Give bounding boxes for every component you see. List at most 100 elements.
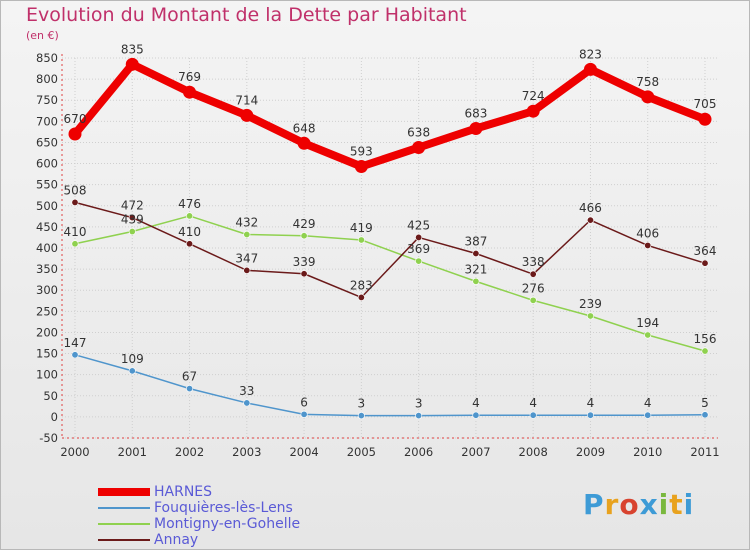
y-tick-label: 300 — [36, 283, 58, 297]
y-tick-label: 800 — [36, 72, 58, 86]
data-point — [701, 411, 709, 419]
data-point — [415, 412, 423, 420]
y-tick-label: 750 — [36, 93, 58, 107]
y-tick-label: 650 — [36, 135, 58, 149]
data-point — [357, 412, 365, 420]
data-label: 670 — [64, 112, 87, 126]
legend-label: Annay — [154, 532, 199, 548]
data-point — [71, 240, 79, 248]
data-point — [300, 410, 308, 418]
data-label: 3 — [358, 397, 366, 411]
data-label: 194 — [636, 316, 659, 330]
data-point — [357, 236, 365, 244]
data-point — [354, 160, 368, 174]
series-line-2 — [74, 215, 706, 352]
data-point — [526, 104, 540, 118]
data-label: 724 — [522, 89, 545, 103]
data-point — [71, 351, 79, 359]
legend-label: HARNES — [154, 484, 213, 500]
logo-letter: P — [583, 488, 605, 521]
logo-letter: x — [639, 488, 659, 521]
data-label: 823 — [579, 47, 602, 61]
data-label: 338 — [522, 255, 545, 269]
data-label: 508 — [64, 183, 87, 197]
y-tick-label: 250 — [36, 304, 58, 318]
data-label: 769 — [178, 70, 201, 84]
data-label: 6 — [300, 395, 308, 409]
data-point — [586, 312, 594, 320]
data-label: 406 — [636, 226, 659, 240]
y-tick-label: 200 — [36, 325, 58, 339]
data-point — [415, 257, 423, 265]
x-tick-label: 2006 — [404, 445, 433, 459]
logo-letter: r — [604, 488, 620, 521]
data-point — [243, 399, 251, 407]
logo-letter: t — [669, 488, 684, 521]
data-label: 109 — [121, 352, 144, 366]
legend: HARNES Fouquières-lès-Lens Montigny-en-G… — [98, 484, 300, 548]
x-tick-label: 2010 — [633, 445, 662, 459]
data-label: 472 — [121, 199, 144, 213]
data-point — [469, 122, 483, 136]
data-point — [125, 57, 139, 71]
data-label: 369 — [407, 242, 430, 256]
data-label: 714 — [235, 93, 258, 107]
data-label: 339 — [293, 255, 316, 269]
series-line-1 — [74, 354, 706, 417]
legend-swatch-montigny — [98, 523, 150, 525]
x-tick-label: 2001 — [118, 445, 147, 459]
data-point — [128, 228, 136, 236]
y-tick-label: -50 — [39, 431, 58, 445]
legend-swatch-annay — [98, 539, 150, 541]
data-point — [68, 127, 82, 141]
data-label: 4 — [644, 396, 652, 410]
data-point — [472, 411, 480, 419]
x-tick-label: 2011 — [690, 445, 719, 459]
data-point — [186, 240, 194, 248]
y-tick-label: 50 — [43, 389, 58, 403]
data-label: 429 — [293, 217, 316, 231]
series-line-0 — [71, 60, 709, 171]
data-label: 476 — [178, 197, 201, 211]
data-point — [128, 214, 136, 222]
y-tick-label: 600 — [36, 157, 58, 171]
data-point — [71, 198, 79, 206]
x-tick-label: 2007 — [461, 445, 490, 459]
y-tick-label: 550 — [36, 178, 58, 192]
y-tick-label: 100 — [36, 368, 58, 382]
data-point — [529, 270, 537, 278]
y-tick-label: 150 — [36, 347, 58, 361]
data-label: 466 — [579, 201, 602, 215]
legend-swatch-fouquieres — [98, 507, 150, 509]
data-point — [529, 296, 537, 304]
logo-letter: o — [619, 488, 640, 521]
data-label: 648 — [293, 121, 316, 135]
data-label: 156 — [694, 332, 717, 346]
data-label: 347 — [235, 251, 258, 265]
x-tick-label: 2000 — [60, 445, 89, 459]
data-point — [186, 385, 194, 393]
data-point — [240, 108, 254, 122]
data-label: 705 — [694, 97, 717, 111]
x-tick-label: 2004 — [289, 445, 318, 459]
data-label: 432 — [235, 215, 258, 229]
series — [68, 57, 712, 420]
grid — [62, 57, 718, 439]
y-tick-label: 400 — [36, 241, 58, 255]
data-label: 638 — [407, 126, 430, 140]
proxiti-logo: Proxiti — [583, 488, 694, 521]
data-point — [644, 411, 652, 419]
data-point — [586, 411, 594, 419]
data-label: 425 — [407, 218, 430, 232]
data-label: 5 — [701, 396, 709, 410]
data-point — [412, 141, 426, 155]
data-label: 387 — [464, 234, 487, 248]
data-label: 4 — [587, 396, 595, 410]
data-label: 364 — [694, 244, 717, 258]
data-point — [701, 259, 709, 267]
data-label: 419 — [350, 221, 373, 235]
x-tick-label: 2002 — [175, 445, 204, 459]
data-label: 147 — [64, 336, 87, 350]
data-point — [243, 266, 251, 274]
